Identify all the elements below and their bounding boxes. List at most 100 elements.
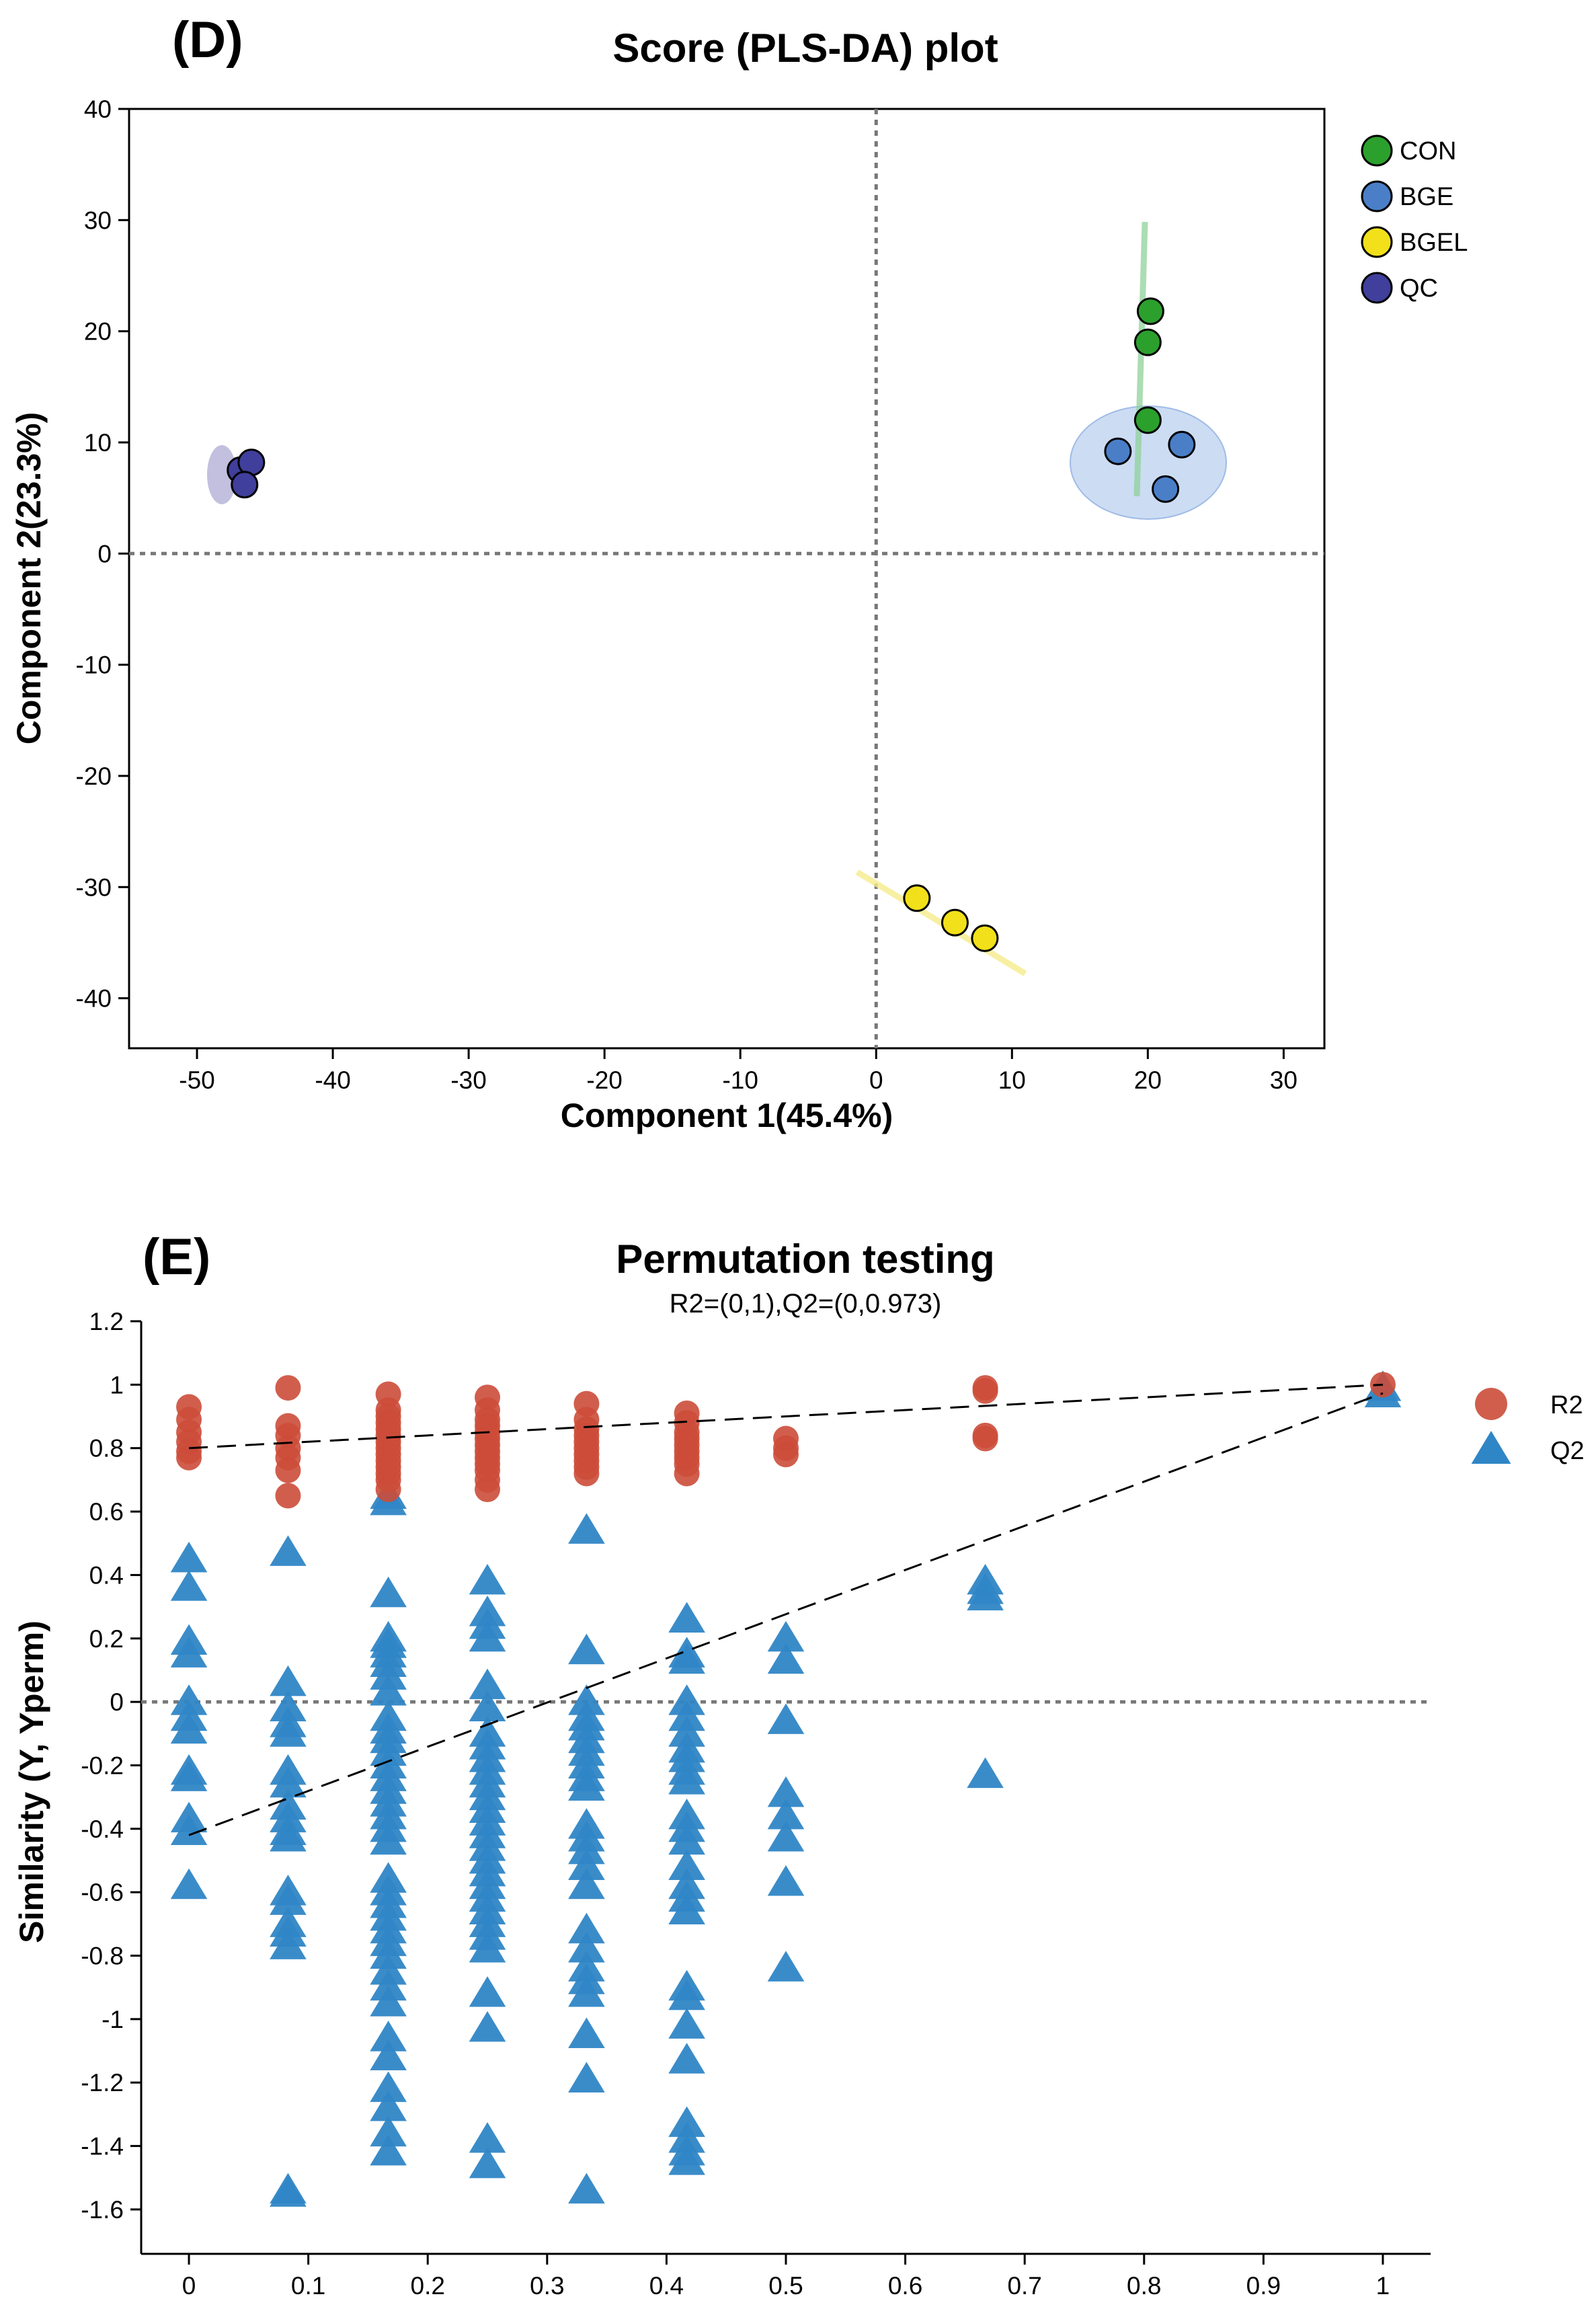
point-r2 — [773, 1442, 799, 1468]
panel-e-x-tick-label: 0.5 — [768, 2272, 803, 2300]
point-r2 — [275, 1457, 301, 1483]
panel-e-y-tick-label: -0.6 — [81, 1879, 124, 1906]
point-q2 — [568, 1770, 605, 1801]
point-q2 — [469, 1690, 506, 1722]
point-q2 — [767, 1703, 805, 1734]
legend-marker-bge — [1361, 180, 1393, 212]
point-r2 — [972, 1425, 998, 1452]
point-q2 — [270, 1766, 307, 1798]
point-q2 — [568, 1633, 605, 1665]
legend-label-con: CON — [1400, 137, 1456, 165]
point-bgel — [941, 908, 969, 937]
point-q2 — [568, 1868, 605, 1899]
point-q2 — [767, 1865, 805, 1896]
point-q2 — [967, 1757, 1004, 1789]
point-q2 — [270, 1665, 307, 1696]
panel-d-title: Score (PLS-DA) plot — [612, 26, 998, 71]
panel-e-y-tick-label: 0 — [110, 1688, 124, 1716]
point-r2 — [674, 1460, 700, 1487]
panel-d-y-tick-label: 20 — [84, 318, 112, 346]
point-q2 — [170, 1814, 208, 1846]
panel-e-x-tick-label: 0.3 — [530, 2272, 564, 2300]
point-q2 — [668, 1849, 705, 1880]
point-q2 — [370, 2021, 407, 2051]
panel-d-y-tick-label: 40 — [84, 95, 112, 123]
point-q2 — [469, 1976, 506, 2007]
point-q2 — [767, 1798, 805, 1830]
point-r2 — [275, 1483, 301, 1509]
panel-e-y-tick-label: -1.6 — [81, 2196, 124, 2224]
point-q2 — [469, 2011, 506, 2042]
legend-marker-bgel — [1361, 226, 1393, 258]
panel-d-x-tick-label: 30 — [1270, 1066, 1298, 1094]
panel-e-x-tick-label: 0 — [182, 2272, 196, 2300]
point-q2 — [469, 1563, 506, 1595]
con-confidence-ellipse — [1133, 221, 1148, 497]
point-q2 — [668, 1684, 705, 1715]
panel-d-label: (D) — [172, 11, 243, 69]
point-q2 — [170, 1868, 208, 1899]
point-q2 — [469, 1932, 506, 1963]
point-con — [1133, 328, 1162, 356]
point-q2 — [370, 1969, 407, 2001]
point-q2 — [270, 1535, 307, 1566]
panel-e-legend: R2 Q2 — [1471, 1388, 1585, 1465]
point-q2 — [668, 2043, 705, 2074]
point-q2 — [668, 1764, 705, 1795]
point-q2 — [568, 2017, 605, 2048]
regression-line-q2 — [188, 1392, 1384, 1836]
point-q2 — [170, 1570, 208, 1601]
point-q2 — [668, 1893, 705, 1924]
legend-label-q2: Q2 — [1550, 1437, 1585, 1465]
legend-label-bge: BGE — [1400, 183, 1453, 211]
point-q2 — [668, 2106, 705, 2138]
point-q2 — [568, 1684, 605, 1715]
point-q2 — [370, 1659, 407, 1690]
point-bge — [1104, 437, 1132, 465]
point-q2 — [270, 1716, 307, 1747]
point-q2 — [469, 1620, 506, 1652]
point-q2 — [370, 2135, 407, 2166]
panel-e-y-tick-label: 0.2 — [89, 1625, 124, 1653]
point-q2 — [270, 2176, 307, 2207]
point-q2 — [469, 2147, 506, 2179]
point-r2 — [475, 1477, 501, 1503]
point-r2 — [1369, 1372, 1396, 1398]
point-q2 — [270, 1820, 307, 1852]
panel-e-y-tick-label: -1.2 — [81, 2069, 124, 2097]
legend-label-qc: QC — [1400, 274, 1438, 303]
point-bge — [1152, 475, 1180, 503]
panel-d-x-tick-label: -30 — [450, 1066, 486, 1094]
point-q2 — [568, 1833, 605, 1865]
panel-e-y-tick-label: -1.4 — [81, 2133, 124, 2160]
panel-d-plot-frame — [128, 108, 1326, 1050]
point-q2 — [270, 1884, 307, 1915]
point-q2 — [170, 1541, 208, 1573]
panel-e-y-tick-label: 0.8 — [89, 1435, 124, 1462]
point-q2 — [568, 1932, 605, 1963]
panel-d-y-axis-label: Component 2(23.3%) — [10, 412, 48, 745]
point-q2 — [170, 1684, 208, 1715]
panel-e: (E) Permutation testing R2=(0,1),Q2=(0,0… — [13, 1228, 1585, 2300]
point-q2 — [668, 1824, 705, 1855]
panel-d-y-tick-label: 30 — [84, 206, 112, 234]
point-q2 — [370, 1824, 407, 1855]
legend-label-bgel: BGEL — [1400, 229, 1468, 257]
point-q2 — [370, 2090, 407, 2121]
panel-e-y-tick-label: 0.4 — [89, 1561, 124, 1589]
point-q2 — [568, 1513, 605, 1544]
point-q2 — [370, 1674, 407, 1706]
point-q2 — [370, 1986, 407, 2016]
point-bgel — [903, 884, 931, 912]
panel-e-y-tick-label: 1 — [110, 1371, 124, 1399]
point-q2 — [170, 1713, 208, 1744]
point-r2 — [275, 1375, 301, 1401]
point-bgel — [971, 924, 999, 952]
panel-e-regression-lines — [188, 1383, 1384, 1836]
point-q2 — [668, 1716, 705, 1747]
legend-marker-r2 — [1475, 1388, 1507, 1420]
point-q2 — [370, 1954, 407, 1985]
legend-label-r2: R2 — [1550, 1391, 1583, 1419]
point-q2 — [668, 1700, 705, 1731]
